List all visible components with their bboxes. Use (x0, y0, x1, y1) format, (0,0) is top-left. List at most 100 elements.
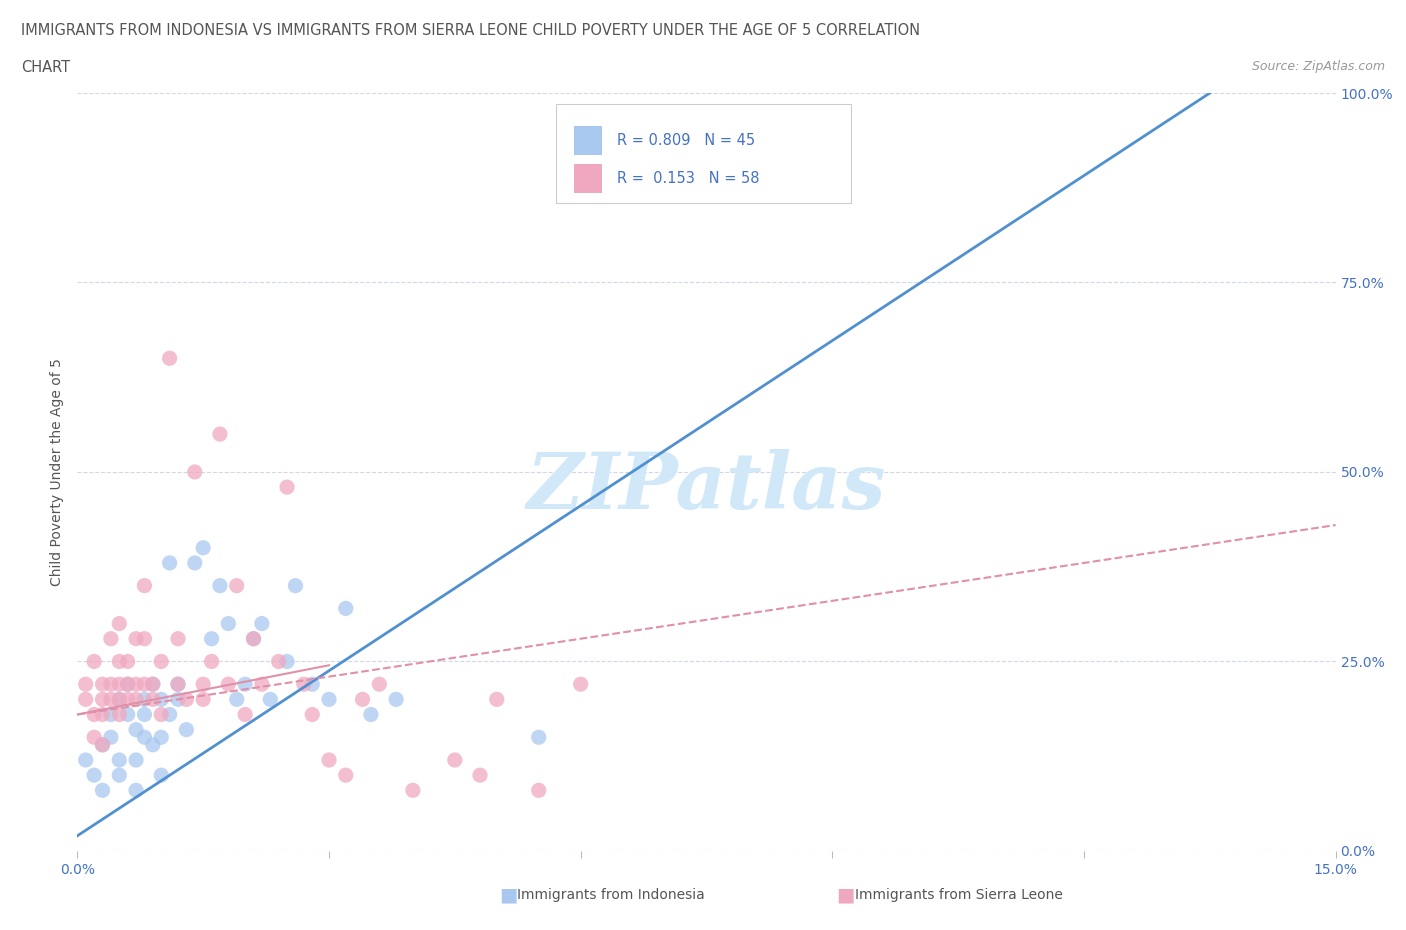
Point (91, 707, 114, 722)
Point (83, 707, 105, 722)
Point (250, 677, 273, 692)
Point (167, 677, 190, 692)
Point (75, 752, 97, 767)
Point (134, 730, 156, 745)
Point (150, 654, 173, 669)
Point (335, 768, 357, 783)
Text: IMMIGRANTS FROM INDONESIA VS IMMIGRANTS FROM SIERRA LEONE CHILD POVERTY UNDER TH: IMMIGRANTS FROM INDONESIA VS IMMIGRANTS … (21, 23, 920, 38)
Point (108, 677, 131, 692)
Point (569, 677, 592, 692)
Point (159, 707, 181, 722)
Point (250, 617, 273, 631)
Point (301, 707, 323, 722)
Point (167, 631, 190, 646)
Point (267, 654, 290, 669)
Y-axis label: Child Poverty Under the Age of 5: Child Poverty Under the Age of 5 (51, 358, 65, 586)
Point (184, 465, 207, 480)
Point (150, 692, 173, 707)
Point (150, 768, 173, 783)
Point (100, 730, 122, 745)
Point (125, 631, 148, 646)
Point (159, 351, 181, 365)
Point (125, 783, 148, 798)
Point (208, 578, 231, 593)
Point (225, 578, 247, 593)
Text: ■: ■ (499, 885, 517, 904)
Point (184, 555, 207, 570)
Point (468, 768, 491, 783)
Point (191, 540, 215, 555)
Point (527, 783, 550, 798)
Point (159, 555, 181, 570)
Point (134, 578, 156, 593)
Point (318, 752, 340, 767)
Point (167, 677, 190, 692)
Point (485, 692, 508, 707)
Text: Source: ZipAtlas.com: Source: ZipAtlas.com (1251, 60, 1385, 73)
Point (292, 677, 315, 692)
Point (91, 677, 114, 692)
Point (142, 677, 165, 692)
Point (368, 677, 391, 692)
Point (125, 723, 148, 737)
Text: CHART: CHART (21, 60, 70, 75)
Point (108, 707, 131, 722)
Point (142, 692, 165, 707)
Point (150, 707, 173, 722)
Bar (575, 126, 602, 155)
Point (117, 707, 139, 722)
Point (83, 768, 105, 783)
Point (83, 730, 105, 745)
Point (117, 677, 139, 692)
Point (91, 692, 114, 707)
Point (352, 692, 374, 707)
Point (217, 677, 239, 692)
Point (117, 654, 139, 669)
Point (208, 427, 231, 442)
Point (142, 737, 165, 752)
Point (284, 578, 307, 593)
Point (385, 692, 408, 707)
Point (444, 752, 467, 767)
Point (75, 677, 97, 692)
Point (134, 707, 156, 722)
Point (100, 631, 122, 646)
Point (259, 692, 281, 707)
Point (301, 677, 323, 692)
Point (225, 692, 247, 707)
Point (242, 631, 264, 646)
Point (233, 677, 256, 692)
Point (117, 677, 139, 692)
Text: R = 0.809   N = 45: R = 0.809 N = 45 (617, 133, 755, 148)
Point (191, 677, 215, 692)
Point (83, 654, 105, 669)
Point (402, 783, 425, 798)
Point (200, 631, 222, 646)
Point (176, 723, 198, 737)
Point (242, 631, 264, 646)
Point (108, 654, 131, 669)
Point (318, 692, 340, 707)
Point (91, 737, 114, 752)
Point (108, 617, 131, 631)
Point (217, 617, 239, 631)
Point (117, 692, 139, 707)
Point (100, 677, 122, 692)
Point (191, 692, 215, 707)
FancyBboxPatch shape (555, 104, 851, 203)
Point (335, 601, 357, 616)
Point (360, 707, 382, 722)
Point (276, 480, 298, 495)
Point (108, 692, 131, 707)
Point (100, 707, 122, 722)
Point (108, 692, 131, 707)
Point (75, 692, 97, 707)
Text: R =  0.153   N = 58: R = 0.153 N = 58 (617, 171, 759, 186)
Point (167, 692, 190, 707)
Point (200, 654, 222, 669)
Point (125, 752, 148, 767)
Text: Immigrants from Sierra Leone: Immigrants from Sierra Leone (855, 887, 1063, 902)
Text: ■: ■ (837, 885, 855, 904)
Point (150, 730, 173, 745)
Point (276, 654, 298, 669)
